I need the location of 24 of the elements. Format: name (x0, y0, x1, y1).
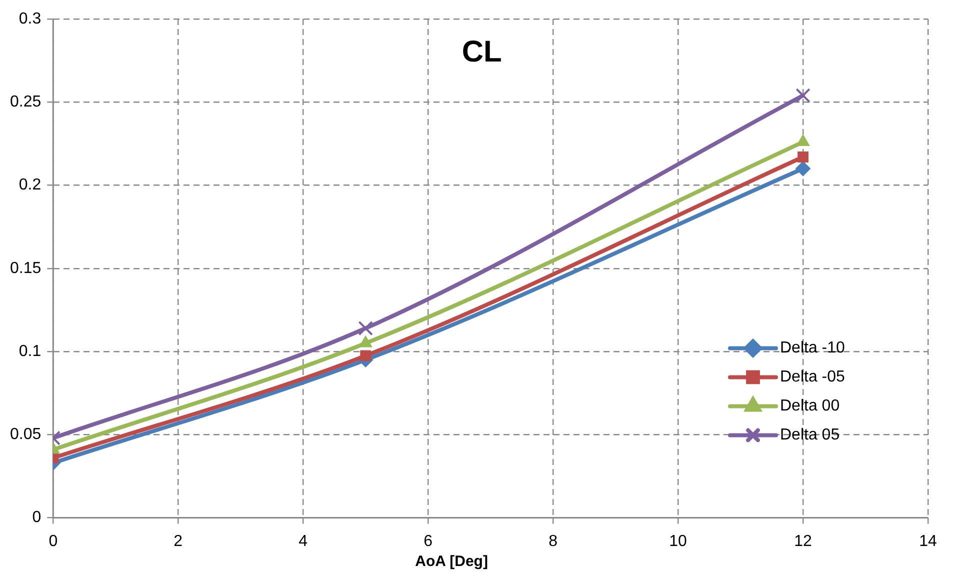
legend-label: Delta 05 (780, 426, 840, 444)
y-tick-label: 0.2 (18, 176, 42, 194)
point (796, 88, 810, 103)
legend-label: Delta 00 (780, 398, 840, 415)
y-tick-label: 0.3 (18, 10, 42, 28)
legend-label: Delta -10 (780, 340, 846, 357)
y-tick-label: 0.1 (18, 342, 42, 360)
x-tick-label: 8 (548, 532, 558, 550)
y-tick-label: 0.25 (10, 94, 42, 111)
x-tick-label: 4 (298, 532, 308, 550)
legend-label: Delta -05 (780, 368, 846, 386)
y-tick-label: 0.15 (10, 260, 42, 277)
point (796, 161, 811, 176)
x-tick-label: 2 (174, 532, 183, 550)
y-tick-label: 0.05 (10, 426, 42, 444)
x-tick-label: 10 (669, 532, 688, 550)
x-tick-label: 14 (919, 532, 937, 550)
x-tick-label: 0 (48, 532, 58, 550)
point (798, 152, 808, 162)
y-tick-label: 0 (32, 509, 42, 526)
text: CL (462, 35, 502, 68)
x-tick-label: 12 (794, 532, 812, 550)
x-tick-label: 6 (424, 532, 433, 550)
x-axis-title: AoA [Deg] (415, 552, 488, 570)
